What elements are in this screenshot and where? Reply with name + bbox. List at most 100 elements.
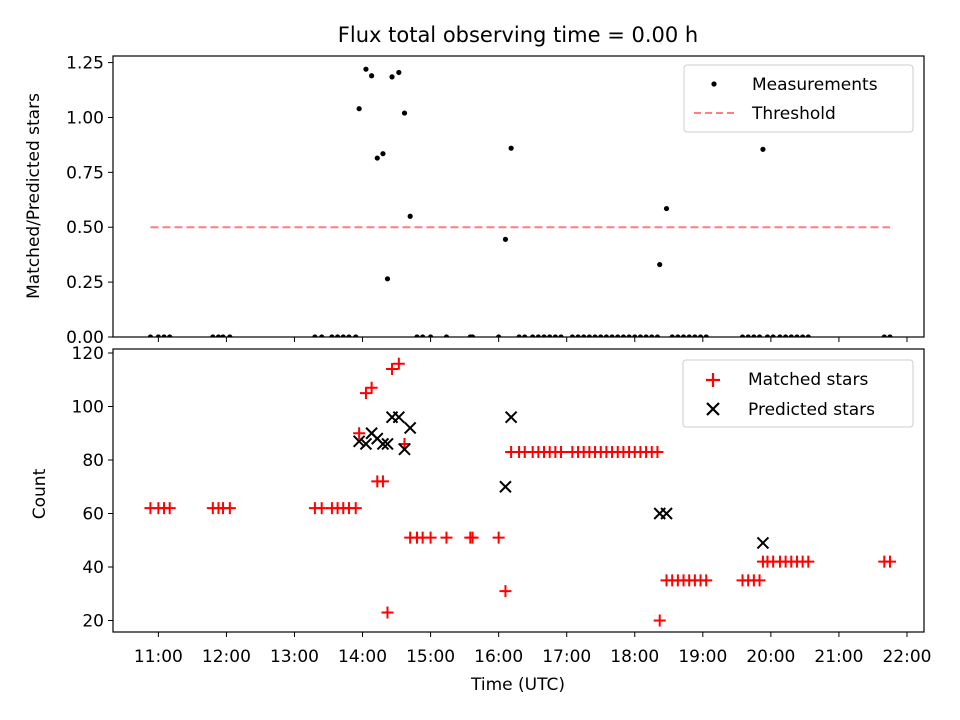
measurement-point <box>469 334 476 337</box>
x-tick-label: 12:00 <box>202 647 251 667</box>
x-tick-label: 18:00 <box>610 647 659 667</box>
measurement-point <box>760 146 766 152</box>
bottom-y-tick-label: 20 <box>82 611 104 631</box>
measurement-point <box>369 73 375 79</box>
measurement-point <box>615 334 621 337</box>
predicted-star-point <box>352 435 366 448</box>
measurement-point <box>414 334 420 337</box>
matched-star-point <box>353 427 366 440</box>
top-y-axis-label: Matched/Predicted stars <box>24 93 44 299</box>
measurement-point <box>389 74 395 80</box>
top-y-tick-label: 0.00 <box>66 328 104 348</box>
x-tick-label: 14:00 <box>338 647 387 667</box>
measurement-point <box>739 334 746 337</box>
matched-star-point <box>466 531 479 544</box>
measurement-point <box>161 334 167 337</box>
matched-star-point <box>392 357 405 370</box>
predicted-star-point <box>376 437 390 451</box>
predicted-star-point <box>398 443 411 456</box>
matched-star-point <box>359 387 372 400</box>
measurement-point <box>363 66 369 72</box>
measurement-point <box>654 334 661 337</box>
measurement-point <box>657 261 663 268</box>
measurement-point <box>535 334 541 337</box>
measurement-point <box>346 334 352 337</box>
measurement-point <box>770 334 776 337</box>
top-axes-frame <box>112 55 925 338</box>
measurement-point <box>569 334 575 337</box>
measurement-point <box>575 334 581 337</box>
measurement-point <box>558 334 564 337</box>
measurement-point <box>356 106 362 112</box>
measurement-point <box>592 334 598 337</box>
measurement-point <box>703 334 709 337</box>
measurement-point <box>800 334 806 337</box>
predicted-star-point <box>660 507 673 520</box>
matched-star-point <box>163 502 176 515</box>
x-tick-label: 20:00 <box>746 647 795 667</box>
matched-star-point <box>753 574 766 587</box>
measurement-point <box>692 334 698 337</box>
bottom-legend-box <box>682 359 914 428</box>
measurement-point <box>374 155 380 161</box>
measurement-point <box>443 334 450 337</box>
measurement-point <box>220 334 226 337</box>
measurement-point <box>401 110 408 116</box>
measurement-point <box>496 334 502 337</box>
measurement-point <box>794 334 800 337</box>
measurement-point <box>675 334 681 337</box>
x-tick-label: 17:00 <box>542 647 591 667</box>
bottom-legend: Matched stars Predicted stars <box>682 359 914 428</box>
measurement-point <box>380 151 386 157</box>
matched-star-point <box>381 606 394 619</box>
x-tick-label: 22:00 <box>882 647 931 667</box>
matched-star-point <box>802 555 815 568</box>
measurement-point <box>210 334 216 337</box>
measurement-point <box>669 334 675 337</box>
predicted-star-point <box>381 437 394 451</box>
measurement-point <box>147 334 154 337</box>
measurement-point <box>632 334 638 337</box>
measurement-point <box>887 334 893 337</box>
legend-measurements-marker <box>711 81 717 87</box>
legend-matched-label: Matched stars <box>748 370 868 390</box>
measurement-point <box>427 334 434 337</box>
bottom-y-tick-label: 60 <box>82 505 104 525</box>
measurement-point <box>581 334 587 337</box>
matched-star-point <box>440 531 453 544</box>
matched-star-point <box>376 475 389 488</box>
x-tick-label: 11:00 <box>134 647 183 667</box>
measurement-point <box>598 334 604 337</box>
predicted-star-point <box>403 421 417 435</box>
bottom-plot-area <box>144 357 896 627</box>
predicted-star-point <box>392 411 406 424</box>
x-axis-label: Time (UTC) <box>470 675 565 695</box>
measurement-point <box>751 334 757 337</box>
matched-star-point <box>349 502 362 515</box>
measurement-point <box>420 334 426 337</box>
measurement-point <box>516 334 522 337</box>
matched-star-point <box>883 555 896 568</box>
measurement-point <box>502 236 509 242</box>
legend-threshold-label: Threshold <box>751 104 836 124</box>
measurement-point <box>881 334 887 337</box>
matched-star-point <box>499 585 512 598</box>
top-y-tick-label: 1.25 <box>66 54 104 74</box>
x-tick-label: 15:00 <box>406 647 455 667</box>
predicted-star-point <box>756 536 770 550</box>
top-y-tick-label: 0.50 <box>66 218 104 238</box>
matched-star-point <box>223 502 236 515</box>
measurement-point <box>215 334 222 337</box>
measurement-point <box>788 334 794 337</box>
measurement-point <box>620 334 627 337</box>
measurement-point <box>649 334 655 337</box>
measurement-point <box>777 334 783 337</box>
measurement-point <box>167 334 173 337</box>
legend-predicted-label: Predicted stars <box>748 400 875 420</box>
x-tick-label: 21:00 <box>814 647 863 667</box>
top-y-tick-label: 0.75 <box>66 163 104 183</box>
matched-star-point <box>424 531 437 544</box>
measurement-point <box>353 334 359 337</box>
measurement-point <box>340 334 346 337</box>
